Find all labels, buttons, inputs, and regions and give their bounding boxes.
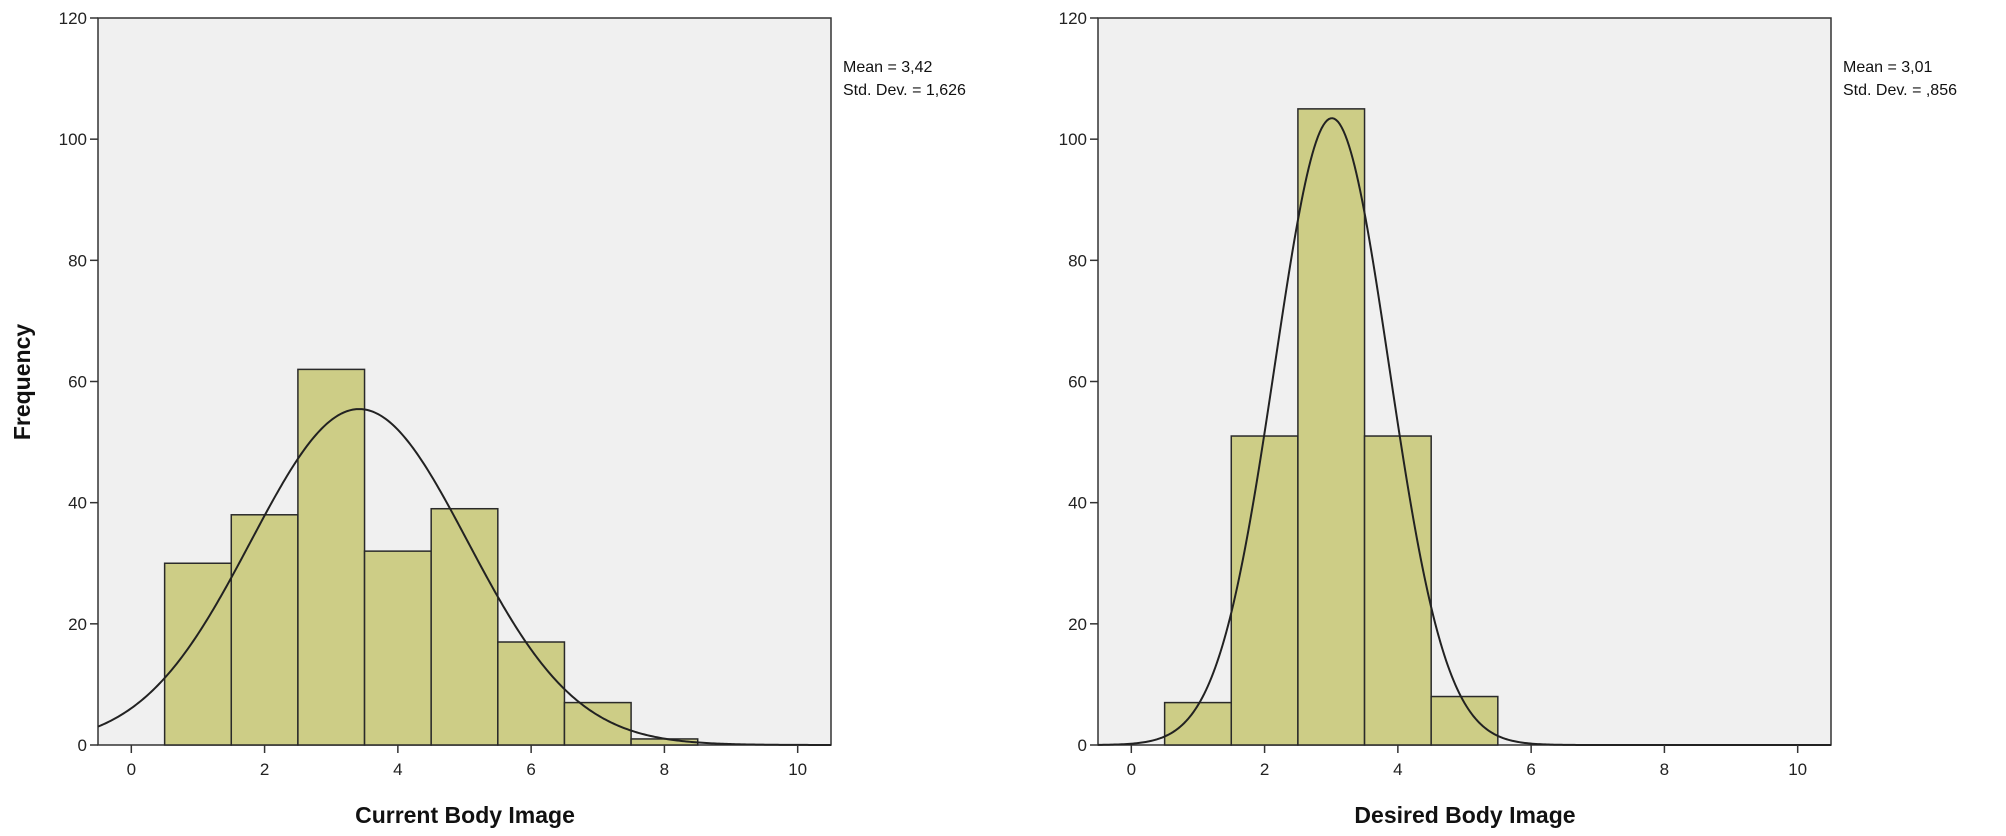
x-tick-label: 10 [1788,760,1807,779]
y-tick-label: 80 [68,251,87,270]
y-tick-label: 20 [68,615,87,634]
histogram-bar [1163,701,1233,746]
normal-curve [97,408,831,746]
y-tick-label: 0 [78,736,87,755]
y-tick-label: 60 [68,373,87,392]
y-tick-label: 0 [1078,736,1087,755]
histogram-bar [430,507,499,746]
x-tick-label: 8 [1660,760,1669,779]
normal-curve [1097,117,1831,746]
y-tick-label: 20 [1068,615,1087,634]
histogram-bar [297,368,366,746]
y-tick-label: 120 [59,9,87,28]
histogram-bar [563,701,632,746]
x-axis-title: Desired Body Image [1354,802,1575,828]
x-tick-label: 4 [393,760,402,779]
x-tick-label: 0 [1127,760,1136,779]
histogram-bar [230,514,299,746]
histogram-bar [163,562,233,746]
chart-desired-body-image: Desired Body Image Mean = 3,01 Std. Dev.… [1059,9,1957,828]
y-axis-title: Frequency [9,324,35,441]
histogram-bar [1230,435,1299,746]
x-tick-label: 4 [1393,760,1402,779]
histogram-bar [1297,108,1366,746]
chart-current-body-image: Current Body Image Mean = 3,42 Std. Dev.… [59,9,966,828]
y-tick-label: 100 [59,130,87,149]
y-tick-label: 40 [68,494,87,513]
x-tick-label: 2 [260,760,269,779]
x-tick-label: 6 [526,760,535,779]
std-dev-label: Std. Dev. = ,856 [1843,82,1957,99]
histogram-bar [363,550,432,746]
std-dev-label: Std. Dev. = 1,626 [843,82,966,99]
x-tick-label: 2 [1260,760,1269,779]
x-tick-label: 10 [788,760,807,779]
y-tick-label: 40 [1068,494,1087,513]
y-tick-label: 120 [1059,9,1087,28]
histogram-bar [1363,435,1432,746]
x-tick-label: 6 [1526,760,1535,779]
histogram-bar [497,641,566,746]
x-tick-label: 0 [127,760,136,779]
mean-label: Mean = 3,01 [1843,59,1933,76]
mean-label: Mean = 3,42 [843,59,933,76]
y-tick-label: 80 [1068,251,1087,270]
x-axis-title: Current Body Image [355,802,575,828]
x-tick-label: 8 [660,760,669,779]
y-tick-label: 60 [1068,373,1087,392]
y-tick-label: 100 [1059,130,1087,149]
plot-area [1097,17,1832,746]
